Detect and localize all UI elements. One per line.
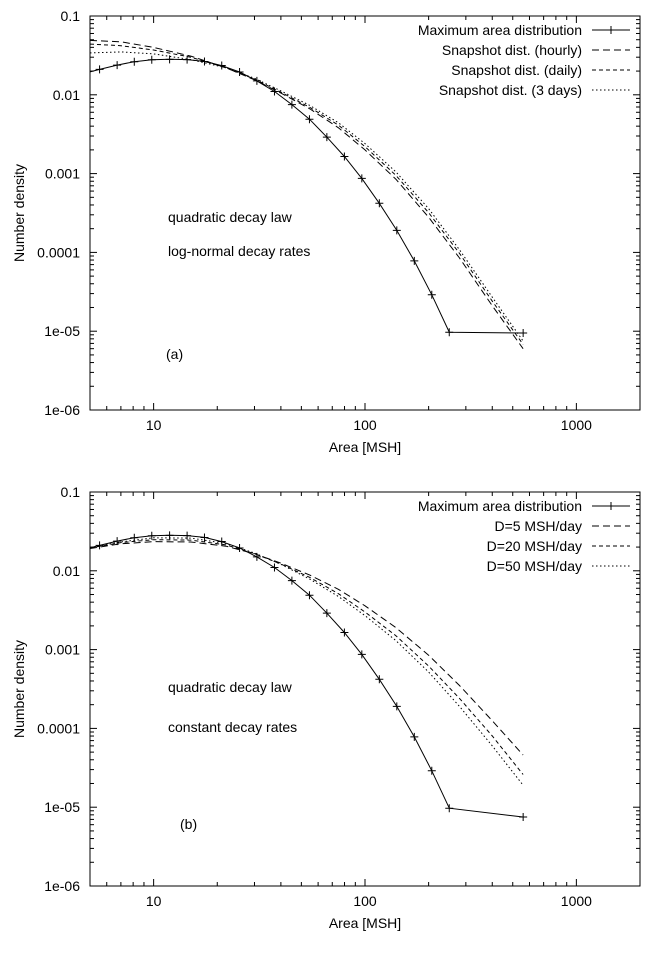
data-point bbox=[392, 226, 401, 235]
data-point bbox=[357, 174, 366, 183]
data-point bbox=[113, 537, 122, 546]
y-tick-label: 0.0001 bbox=[37, 720, 80, 736]
chart-panel-b: 10 100 1000 1e-06 1e-05 0.0001 0.001 0.01 0.1 Are… bbox=[11, 484, 641, 931]
legend: Maximum area distribution D=5 MSH/day D=20… bbox=[418, 498, 630, 574]
x-axis-label: Area [MSH] bbox=[329, 915, 401, 931]
series-line-2 bbox=[89, 43, 524, 345]
data-point bbox=[165, 55, 174, 64]
data-point bbox=[95, 65, 104, 74]
data-point bbox=[287, 576, 296, 585]
data-point bbox=[183, 531, 192, 540]
y-tick-label: 0.01 bbox=[53, 87, 80, 103]
data-point bbox=[375, 675, 384, 684]
x-tick-label: 100 bbox=[353, 417, 377, 433]
data-point bbox=[305, 115, 314, 124]
data-point bbox=[270, 563, 279, 572]
series-line-1 bbox=[89, 39, 524, 349]
annotation: quadratic decay law bbox=[168, 679, 293, 695]
data-point bbox=[427, 766, 436, 775]
data-point bbox=[375, 199, 384, 208]
data-point bbox=[322, 609, 331, 618]
y-tick-label: 0.0001 bbox=[37, 244, 80, 260]
data-point bbox=[322, 133, 331, 142]
series-line-0 bbox=[89, 58, 524, 334]
legend-marker bbox=[607, 502, 615, 510]
y-axis-label: Number density bbox=[11, 164, 27, 262]
legend: Maximum area distribution Snapshot dist. … bbox=[418, 22, 630, 98]
data-point bbox=[147, 531, 156, 540]
x-tick-label: 100 bbox=[353, 893, 377, 909]
annotation: constant decay rates bbox=[168, 719, 297, 735]
legend-entry-label: D=50 MSH/day bbox=[487, 558, 582, 574]
data-point bbox=[113, 61, 122, 70]
data-point bbox=[130, 57, 139, 66]
y-tick-label: 0.001 bbox=[45, 642, 80, 658]
series-line-1 bbox=[89, 541, 524, 756]
legend-entry-label: D=5 MSH/day bbox=[494, 518, 582, 534]
legend-entry-label: D=20 MSH/day bbox=[487, 538, 582, 554]
data-point bbox=[305, 591, 314, 600]
data-point bbox=[357, 650, 366, 659]
y-tick-label: 0.1 bbox=[61, 8, 81, 24]
y-tick-label: 1e-05 bbox=[44, 799, 80, 815]
x-tick-label: 10 bbox=[146, 417, 162, 433]
data-point bbox=[147, 55, 156, 64]
legend-entry-label: Snapshot dist. (daily) bbox=[451, 62, 582, 78]
data-point bbox=[287, 100, 296, 109]
legend-entry-label: Maximum area distribution bbox=[418, 22, 582, 38]
series-line-3 bbox=[89, 537, 524, 786]
annotation: log-normal decay rates bbox=[168, 243, 310, 259]
x-tick-label: 1000 bbox=[561, 417, 592, 433]
series-line-2 bbox=[89, 539, 524, 775]
data-point bbox=[217, 537, 226, 546]
data-point bbox=[427, 290, 436, 299]
panel-label: (a) bbox=[166, 346, 183, 362]
y-tick-label: 1e-06 bbox=[44, 402, 80, 418]
y-tick-label: 0.001 bbox=[45, 166, 80, 182]
y-tick-label: 0.1 bbox=[61, 484, 81, 500]
x-tick-label: 1000 bbox=[561, 893, 592, 909]
y-tick-label: 0.01 bbox=[53, 563, 80, 579]
data-point bbox=[410, 732, 419, 741]
data-point bbox=[200, 57, 209, 66]
legend-entry-label: Maximum area distribution bbox=[418, 498, 582, 514]
data-point bbox=[340, 628, 349, 637]
panel-label: (b) bbox=[180, 816, 197, 832]
y-tick-label: 1e-05 bbox=[44, 323, 80, 339]
series-line-3 bbox=[89, 51, 524, 342]
data-point bbox=[519, 813, 528, 822]
data-point bbox=[217, 61, 226, 70]
annotation: quadratic decay law bbox=[168, 209, 293, 225]
y-axis-label: Number density bbox=[11, 640, 27, 738]
data-point bbox=[519, 328, 528, 337]
legend-entry-label: Snapshot dist. (hourly) bbox=[442, 42, 582, 58]
data-point bbox=[340, 152, 349, 161]
data-point bbox=[445, 328, 454, 337]
legend-entry-label: Snapshot dist. (3 days) bbox=[439, 82, 582, 98]
chart-panel-a: 10 100 1000 1e-06 1e-05 0.0001 0.001 0.01 0.1 Are… bbox=[11, 8, 641, 455]
data-point bbox=[252, 76, 261, 85]
data-point bbox=[445, 804, 454, 813]
legend-marker bbox=[607, 26, 615, 34]
data-point bbox=[410, 256, 419, 265]
data-point bbox=[200, 533, 209, 542]
x-axis-label: Area [MSH] bbox=[329, 439, 401, 455]
data-point bbox=[392, 702, 401, 711]
x-tick-label: 10 bbox=[146, 893, 162, 909]
y-tick-label: 1e-06 bbox=[44, 878, 80, 894]
